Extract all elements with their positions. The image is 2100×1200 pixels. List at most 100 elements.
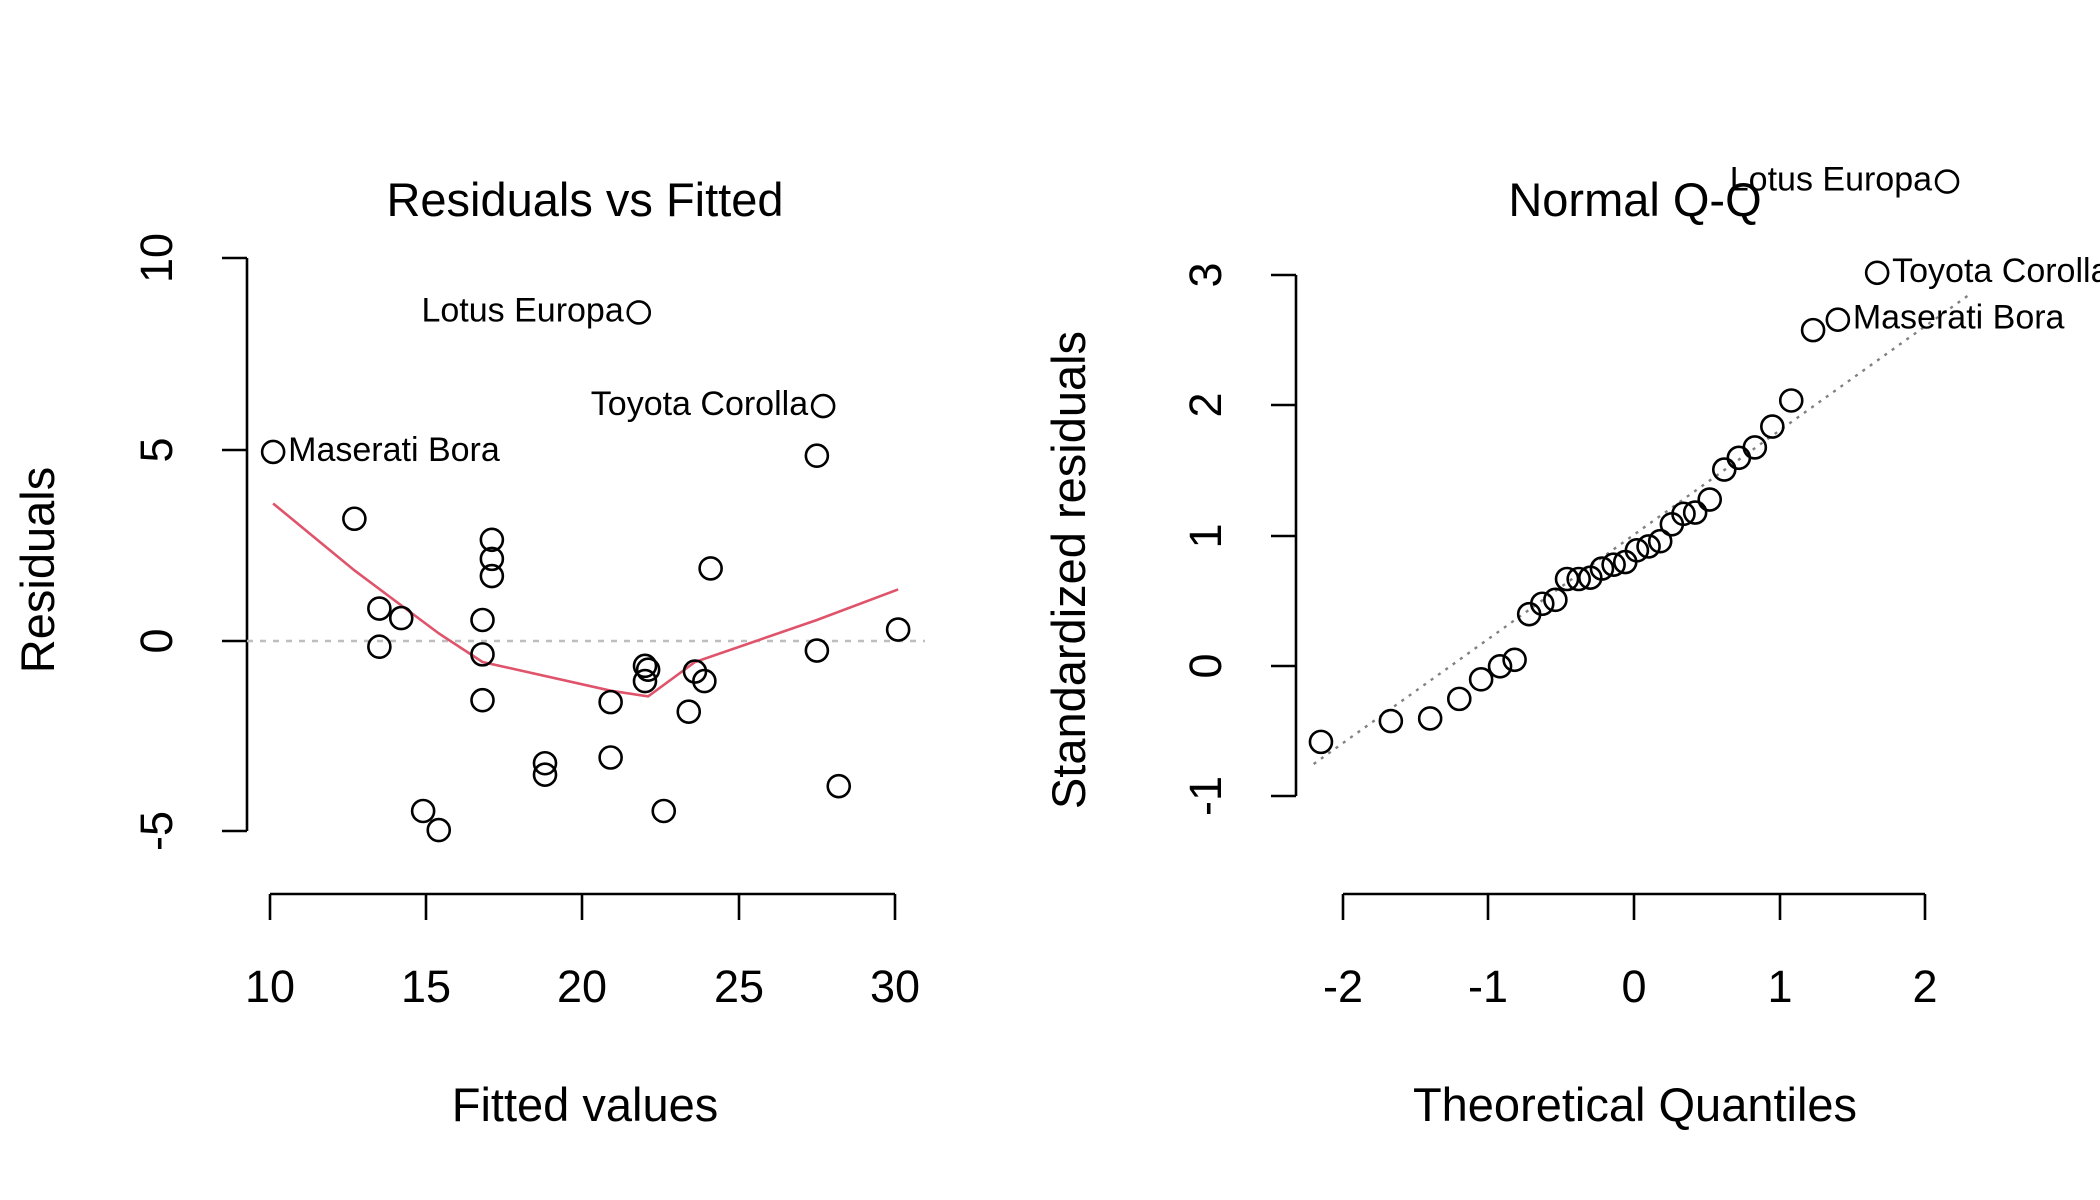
point-label: Maserati Bora — [288, 431, 500, 469]
data-point — [1934, 169, 1960, 194]
data-point — [532, 762, 558, 788]
data-point — [470, 607, 495, 633]
chart-title: Normal Q-Q — [1508, 173, 1761, 226]
data-point — [1682, 500, 1708, 525]
data-point — [1446, 686, 1472, 712]
plot-marks: Lotus Europa Toyota Corolla Maserati Bora — [1308, 161, 2100, 766]
data-point — [810, 393, 836, 419]
x-tick-label: 10 — [245, 961, 295, 1012]
data-point — [804, 638, 830, 663]
y-axis-title: Standardized residuals — [1042, 331, 1095, 809]
x-axis-title: Theoretical Quantiles — [1413, 1078, 1857, 1131]
data-point — [1566, 566, 1591, 592]
x-tick-label: 25 — [714, 961, 764, 1012]
y-tick-label: -5 — [131, 811, 182, 851]
y-axis-title: Residuals — [11, 467, 64, 673]
data-point — [698, 556, 723, 581]
y-ticks: -5 0 5 10 — [131, 233, 247, 851]
y-tick-label: 0 — [131, 628, 182, 653]
x-tick-label: 20 — [557, 961, 607, 1012]
plot-marks: Maserati Bora Lotus Europa Toyota Corolla — [260, 291, 911, 843]
data-point — [1800, 317, 1826, 343]
x-tick-label: 1 — [1767, 961, 1792, 1012]
data-point — [532, 750, 558, 776]
data-point — [682, 659, 708, 684]
data-point — [1624, 538, 1650, 563]
smoother-line — [272, 502, 899, 698]
point-label: Lotus Europa — [421, 291, 623, 329]
data-point — [1825, 307, 1851, 333]
y-tick-label: 3 — [1180, 262, 1231, 287]
point-label: Maserati Bora — [1853, 299, 2065, 337]
data-point — [479, 546, 505, 572]
x-tick-label: 15 — [401, 961, 451, 1012]
point-label: Lotus Europa — [1730, 161, 1932, 199]
data-point — [479, 527, 505, 553]
y-tick-label: 10 — [131, 233, 182, 283]
data-point — [367, 596, 392, 621]
data-point — [826, 773, 852, 799]
data-point — [626, 300, 652, 325]
data-point — [1487, 653, 1513, 679]
point-label: Toyota Corolla — [591, 385, 808, 423]
qq-reference-line — [1312, 293, 1970, 766]
normal-qq-panel: Normal Q-Q Theoretical Quantiles Standar… — [1042, 161, 2100, 1131]
data-point — [1697, 487, 1723, 512]
data-point — [388, 605, 414, 631]
data-point — [1778, 388, 1804, 413]
x-ticks: -2 -1 0 1 2 — [1323, 894, 1938, 1012]
data-point — [1864, 260, 1890, 286]
data-point — [1308, 729, 1334, 755]
x-tick-label: 2 — [1912, 961, 1937, 1012]
data-point — [260, 439, 286, 465]
data-point — [1726, 445, 1752, 471]
x-axis-title: Fitted values — [452, 1078, 718, 1131]
data-point — [1378, 708, 1404, 734]
data-point — [885, 617, 911, 642]
data-point — [1671, 501, 1696, 527]
y-ticks: -1 0 1 2 3 — [1180, 262, 1296, 816]
data-point — [1636, 534, 1661, 559]
data-point — [676, 699, 702, 724]
point-label: Toyota Corolla — [1892, 252, 2100, 290]
data-point — [598, 745, 623, 770]
y-tick-label: 0 — [1180, 653, 1231, 678]
data-point — [1554, 566, 1580, 592]
data-point — [1647, 528, 1673, 554]
data-point — [479, 563, 505, 589]
data-point — [470, 687, 495, 713]
y-tick-label: 2 — [1180, 392, 1231, 417]
data-point — [1468, 667, 1494, 692]
chart-title: Residuals vs Fitted — [386, 173, 783, 226]
y-tick-label: 5 — [131, 437, 182, 462]
data-point — [410, 798, 436, 824]
data-point — [342, 506, 367, 532]
data-point — [1601, 552, 1626, 577]
data-point — [1543, 587, 1568, 613]
data-point — [635, 657, 661, 682]
data-point — [632, 653, 658, 679]
data-point — [470, 642, 495, 667]
data-point — [1502, 647, 1527, 673]
x-tick-label: -2 — [1323, 961, 1363, 1012]
data-point — [692, 668, 717, 694]
x-tick-label: 0 — [1621, 961, 1646, 1012]
data-point — [1760, 414, 1785, 439]
x-ticks: 10 15 20 25 30 — [245, 894, 920, 1012]
data-point — [804, 443, 830, 469]
data-point — [367, 634, 392, 660]
data-point — [426, 817, 452, 843]
data-point — [1417, 706, 1443, 731]
residuals-vs-fitted-panel: Residuals vs Fitted Fitted values Residu… — [11, 173, 925, 1131]
data-point — [1529, 591, 1555, 617]
x-tick-label: -1 — [1468, 961, 1508, 1012]
y-tick-label: 1 — [1180, 523, 1231, 548]
data-point — [598, 689, 623, 715]
data-point — [632, 668, 658, 694]
data-point — [1589, 556, 1615, 581]
y-tick-label: -1 — [1180, 776, 1231, 816]
data-point — [651, 798, 677, 824]
data-point — [1742, 435, 1768, 460]
x-tick-label: 30 — [870, 961, 920, 1012]
